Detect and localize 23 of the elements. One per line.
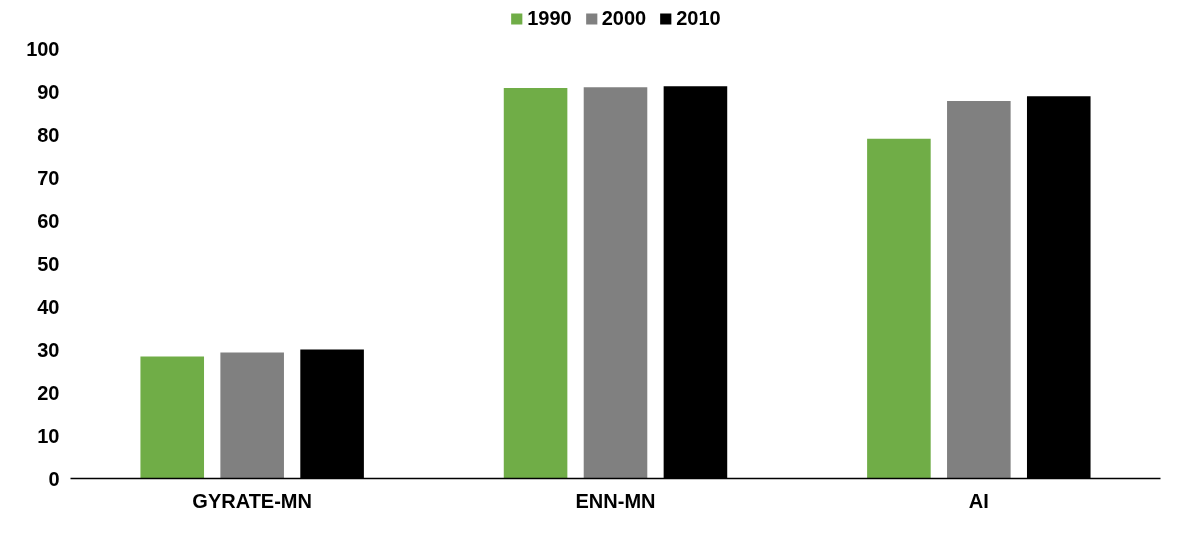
bar (503, 88, 568, 479)
x-tick-label: AI (968, 489, 989, 512)
bar (947, 100, 1011, 479)
bar (583, 87, 648, 479)
legend-label: 2000 (601, 6, 647, 30)
y-tick-label: 70 (37, 166, 60, 189)
legend-label: 2010 (676, 6, 721, 30)
y-tick-label: 60 (37, 209, 60, 232)
x-tick-label: GYRATE-MN (192, 489, 312, 512)
y-tick-label: 80 (37, 123, 60, 146)
y-tick-label: 40 (37, 295, 60, 318)
y-tick-label: 100 (26, 37, 60, 60)
y-tick-label: 20 (37, 381, 60, 404)
bar (220, 352, 284, 479)
y-tick-label: 30 (37, 338, 60, 361)
y-tick-label: 0 (48, 467, 60, 490)
x-tick-label: ENN-MN (575, 489, 656, 512)
bar (867, 138, 931, 479)
y-tick-label: 50 (37, 252, 60, 275)
bar (140, 356, 205, 479)
legend-label: 1990 (527, 6, 572, 30)
y-tick-label: 10 (37, 424, 60, 447)
y-tick-label: 90 (37, 80, 60, 103)
